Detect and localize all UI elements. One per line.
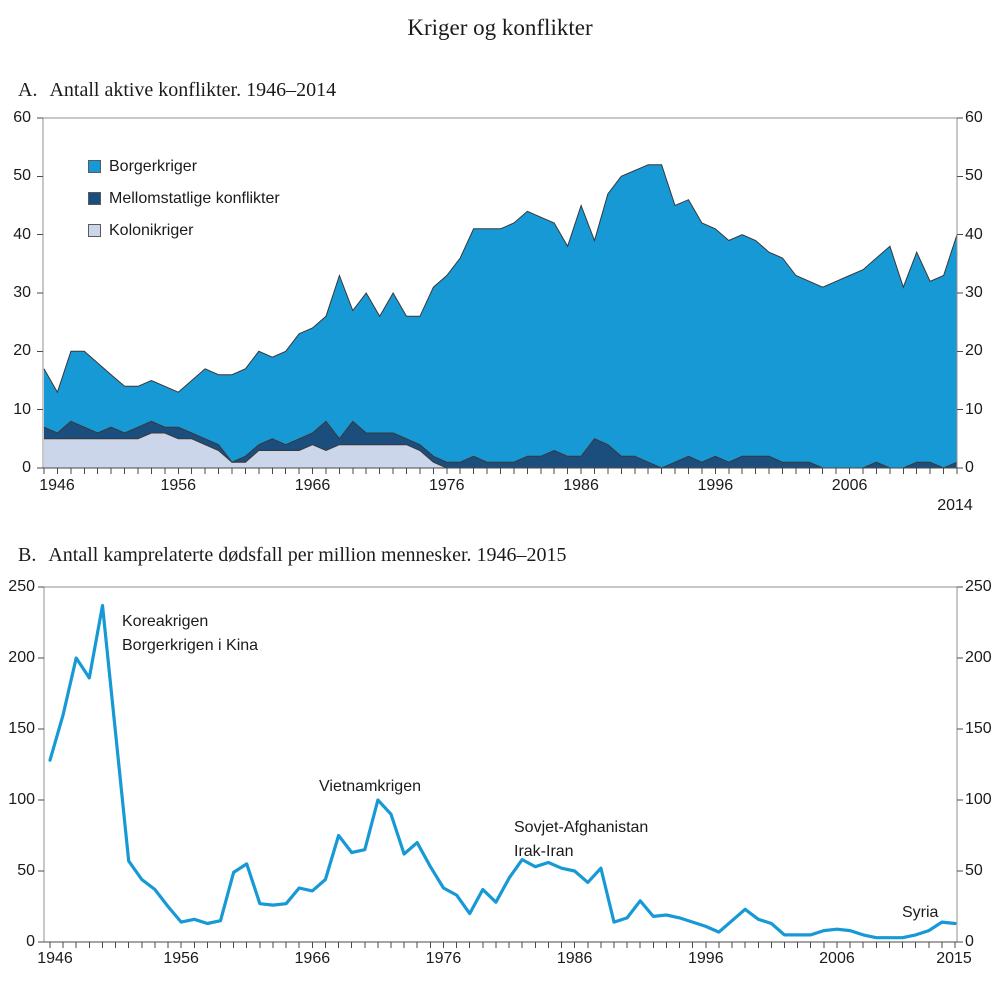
- kolonikriger-area: [44, 433, 957, 468]
- page-title: Kriger og konflikter: [407, 15, 593, 40]
- chart-a-x-tick-label: 1976: [428, 477, 465, 494]
- chart-a-y-tick-label-right: 40: [965, 225, 983, 243]
- annotation-line: Syria: [902, 904, 939, 921]
- section-b-title: Antall kamprelaterte dødsfall per millio…: [48, 544, 567, 566]
- kolonikriger-swatch-icon: [88, 224, 101, 237]
- annotation-line: Irak-Iran: [514, 843, 574, 860]
- legend-label: Kolonikriger: [109, 221, 194, 239]
- chart-a-x-tick-label: 1986: [563, 477, 599, 494]
- chart-a-y-tick-label-left: 60: [13, 109, 31, 126]
- chart-a-y-tick-label-left: 10: [13, 400, 31, 418]
- legend-label: Mellomstatlige konflikter: [109, 189, 280, 207]
- legend-item-mellomstatlige: Mellomstatlige konflikter: [88, 188, 280, 209]
- chart-b-y-tick-label-right: 250: [965, 578, 992, 595]
- section-a-label: A.: [18, 79, 38, 101]
- chart-b-x-tick-label: 1976: [425, 950, 462, 967]
- chart-b-y-tick-label-left: 50: [17, 862, 35, 879]
- chart-a-legend: Borgerkriger Mellomstatlige konflikter K…: [88, 156, 280, 252]
- annotation-syria: Syria: [902, 901, 938, 925]
- area-outline: [43, 164, 958, 394]
- chart-b-y-tick-label-left: 150: [8, 720, 35, 737]
- section-a-heading: A. Antall aktive konflikter. 1946–2014: [18, 78, 336, 102]
- chart-a-y-tick-label-left: 20: [13, 342, 31, 360]
- chart-b-x-tick-label: 1956: [163, 950, 199, 967]
- annotation-line: Vietnamkrigen: [319, 778, 421, 795]
- chart-a-y-tick-label-left: 50: [13, 167, 31, 185]
- annotation-koreakrigen: Koreakrigen Borgerkrigen i Kina: [122, 610, 258, 658]
- battle-deaths-line: [48, 603, 957, 940]
- chart-b-y-tick-label-right: 50: [965, 862, 983, 879]
- section-b-heading: B. Antall kamprelaterte dødsfall per mill…: [18, 543, 567, 567]
- chart-b-y-tick-label-right: 100: [965, 791, 992, 808]
- chart-a-y-tick-label-right: 20: [965, 342, 983, 360]
- chart-a-x-tick-label: 1946: [39, 477, 75, 494]
- chart-a-x-tick-label: 2006: [831, 477, 868, 494]
- chart-a-y-tick-label-right: 30: [965, 284, 983, 301]
- chart-a-y-tick-label-left: 0: [22, 459, 31, 476]
- chart-b-x-tick-label: 1946: [37, 950, 73, 967]
- chart-a-x-tick-label: 1956: [160, 477, 197, 494]
- legend-label: Borgerkriger: [109, 157, 198, 175]
- chart-a-frame: [37, 117, 963, 474]
- annotation-sovjet-afghanistan: Sovjet-Afghanistan Irak-Iran: [514, 816, 648, 864]
- chart-a-y-tick-label-left: 40: [13, 225, 31, 243]
- chart-a-x-tick-label: 1966: [294, 477, 331, 494]
- legend-item-borgerkriger: Borgerkriger: [88, 156, 280, 177]
- section-a-title: Antall aktive konflikter. 1946–2014: [49, 79, 337, 101]
- chart-a-y-tick-label-right: 10: [965, 400, 983, 418]
- chart-b-y-tick-label-left: 200: [8, 649, 35, 666]
- area-outline: [43, 420, 958, 469]
- chart-a-areas: [43, 164, 958, 469]
- chart-b-x-tick-label: 1966: [294, 950, 331, 967]
- chart-b-y-tick-label-right: 200: [965, 649, 992, 666]
- chart-a-y-tick-label-right: 0: [965, 459, 974, 476]
- section-b-label: B.: [18, 544, 37, 566]
- annotation-line: Koreakrigen: [122, 613, 209, 630]
- legend-item-kolonikriger: Kolonikriger: [88, 220, 280, 241]
- chart-b-y-tick-label-right: 150: [965, 720, 992, 737]
- annotation-vietnamkrigen: Vietnamkrigen: [319, 775, 421, 799]
- chart-a-y-tick-label-right: 50: [965, 167, 983, 185]
- chart-a-y-tick-label-right: 60: [965, 109, 983, 126]
- chart-a-x-tick-label: 1996: [697, 477, 734, 494]
- chart-b-y-tick-label-left: 0: [26, 933, 35, 950]
- annotation-line: Sovjet-Afghanistan: [514, 819, 649, 836]
- mellomstatlige-swatch-icon: [88, 192, 101, 205]
- borgerkriger-swatch-icon: [88, 160, 101, 173]
- chart-b-frame: [38, 586, 963, 948]
- chart-a-x-end-label: 2014: [937, 497, 973, 514]
- chart-b-x-tick-label: 1986: [556, 950, 593, 967]
- chart-b-x-end-label: 2015: [936, 950, 972, 967]
- chart-b-y-tick-label-right: 0: [965, 933, 974, 950]
- chart-b-y-tick-label-left: 250: [8, 578, 35, 595]
- chart-b-x-tick-label: 1996: [688, 950, 724, 967]
- annotation-line: Borgerkrigen i Kina: [122, 637, 259, 654]
- chart-b-x-tick-label: 2006: [819, 950, 855, 967]
- chart-a-y-tick-label-left: 30: [13, 284, 31, 301]
- chart-b-y-tick-label-left: 100: [8, 791, 35, 808]
